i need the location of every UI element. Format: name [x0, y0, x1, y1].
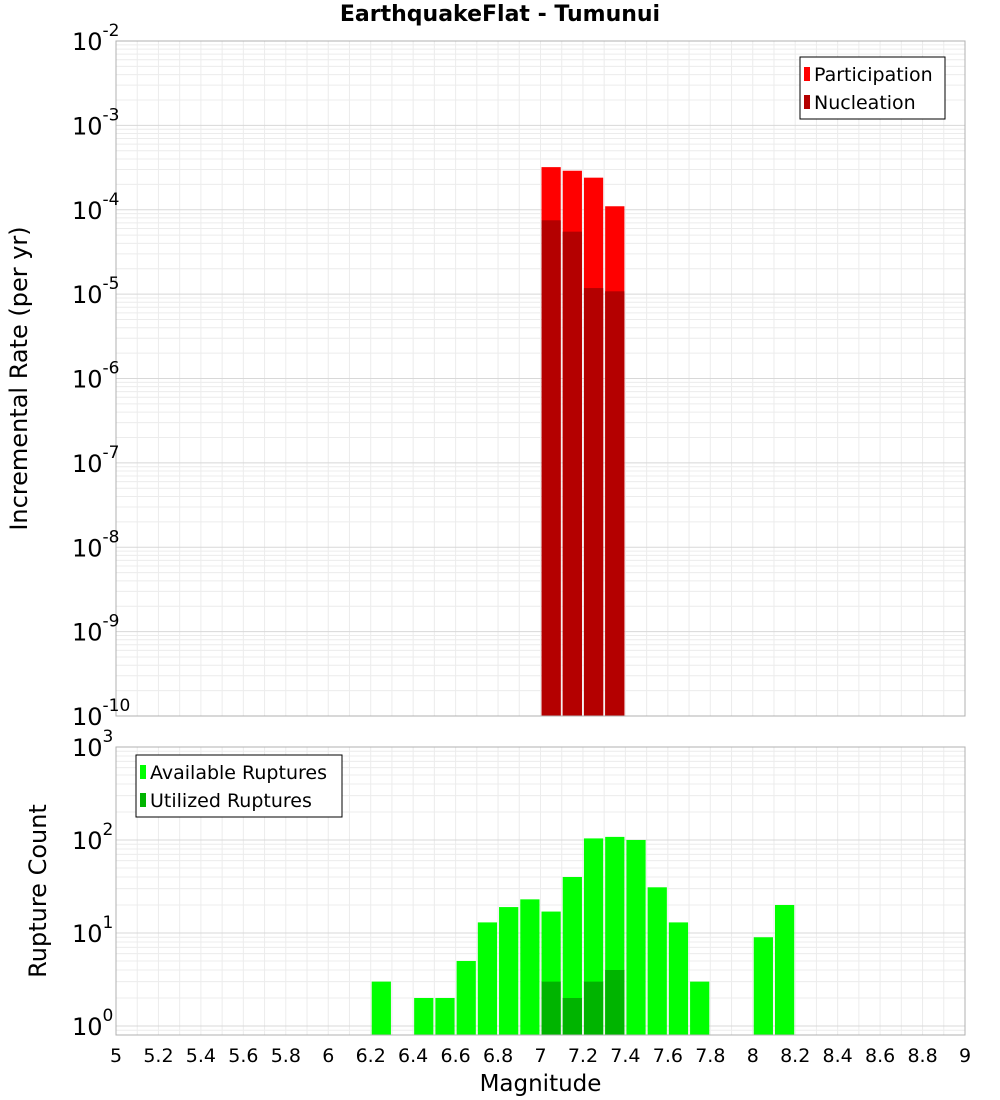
- y-tick-label: 10-7: [72, 443, 120, 478]
- y-tick-label: 101: [72, 913, 113, 948]
- bar: [583, 981, 604, 1035]
- y-axis-label: Rupture Count: [24, 804, 52, 978]
- legend-swatch: [804, 95, 810, 109]
- bar: [626, 839, 646, 1035]
- y-tick-label: 10-4: [72, 190, 120, 225]
- y-tick-label: 10-8: [72, 527, 120, 562]
- x-tick-label: 5.4: [186, 1045, 216, 1067]
- x-tick-label: 6.2: [356, 1045, 386, 1067]
- bar: [562, 877, 582, 1035]
- bar: [541, 220, 561, 717]
- bar: [753, 937, 773, 1035]
- y-tick-label: 10-9: [72, 612, 120, 647]
- legend-label: Participation: [814, 64, 933, 86]
- legend-label: Nucleation: [814, 92, 916, 114]
- x-tick-label: 7.6: [653, 1045, 683, 1067]
- x-tick-label: 8.2: [780, 1045, 810, 1067]
- plot-frame: [115, 746, 966, 1036]
- legend-label: Available Ruptures: [150, 762, 327, 784]
- legend-swatch: [140, 765, 146, 779]
- x-tick-label: 6.4: [398, 1045, 428, 1067]
- y-tick-label: 10-6: [72, 359, 120, 394]
- x-tick-label: 7: [534, 1045, 546, 1067]
- legend-box: [799, 56, 946, 120]
- x-tick-label: 5.8: [271, 1045, 301, 1067]
- x-tick-label: 6: [322, 1045, 334, 1067]
- bar: [520, 899, 540, 1035]
- x-axis-label: Magnitude: [480, 1071, 602, 1097]
- x-tick-label: 5: [110, 1045, 122, 1067]
- legend-label: Utilized Ruptures: [150, 790, 312, 812]
- bar: [477, 922, 498, 1035]
- x-tick-label: 6.8: [483, 1045, 513, 1067]
- x-tick-label: 5.6: [228, 1045, 258, 1067]
- bar: [456, 960, 476, 1035]
- x-tick-label: 8.4: [823, 1045, 853, 1067]
- bar: [414, 997, 434, 1035]
- bar: [435, 997, 455, 1035]
- bar: [605, 969, 625, 1035]
- x-tick-label: 9: [959, 1045, 971, 1067]
- bar: [562, 997, 582, 1035]
- x-tick-label: 7.4: [610, 1045, 640, 1067]
- bar: [690, 981, 710, 1035]
- bar: [605, 291, 625, 716]
- y-axis-label: Incremental Rate (per yr): [5, 226, 33, 530]
- x-tick-label: 8: [747, 1045, 759, 1067]
- x-tick-label: 8.6: [865, 1045, 895, 1067]
- legend: Available Ruptures Utilized Ruptures: [135, 754, 343, 818]
- bar: [371, 981, 391, 1035]
- y-tick-label: 100: [72, 1006, 113, 1041]
- x-tick-label: 6.6: [440, 1045, 470, 1067]
- series-1: [371, 836, 795, 1035]
- plot-frame: [115, 40, 966, 717]
- bar: [562, 231, 582, 716]
- series-2: [541, 969, 625, 1035]
- bar: [541, 981, 561, 1035]
- bar: [774, 904, 795, 1035]
- x-tick-label: 5.2: [143, 1045, 173, 1067]
- x-tick-label: 7.8: [695, 1045, 725, 1067]
- legend-swatch: [140, 793, 146, 807]
- grid: [116, 41, 965, 717]
- x-tick-label: 8.8: [907, 1045, 937, 1067]
- series-2: [541, 220, 625, 717]
- y-tick-label: 10-10: [72, 696, 130, 731]
- y-tick-label: 10-5: [72, 274, 120, 309]
- legend-box: [135, 754, 343, 818]
- legend-swatch: [804, 67, 810, 81]
- bar: [647, 887, 667, 1035]
- bar: [668, 922, 689, 1035]
- y-tick-label: 10-3: [72, 105, 120, 140]
- y-tick-label: 103: [72, 727, 113, 762]
- bar: [499, 907, 519, 1035]
- y-tick-label: 102: [72, 820, 113, 855]
- y-tick-label: 10-2: [72, 21, 120, 56]
- bar: [583, 288, 604, 716]
- chart-title: EarthquakeFlat - Tumunui: [339, 2, 661, 27]
- legend: Participation Nucleation: [799, 56, 946, 120]
- x-tick-label: 7.2: [568, 1045, 598, 1067]
